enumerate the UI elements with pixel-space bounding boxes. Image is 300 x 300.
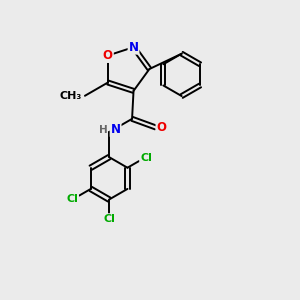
Text: Cl: Cl [140,153,152,163]
Text: CH₃: CH₃ [59,91,81,101]
Text: Cl: Cl [66,194,78,204]
Text: N: N [128,41,139,54]
Text: Cl: Cl [103,214,115,224]
Text: O: O [157,121,166,134]
Text: H: H [99,125,108,135]
Text: N: N [111,123,121,136]
Text: O: O [103,49,113,62]
